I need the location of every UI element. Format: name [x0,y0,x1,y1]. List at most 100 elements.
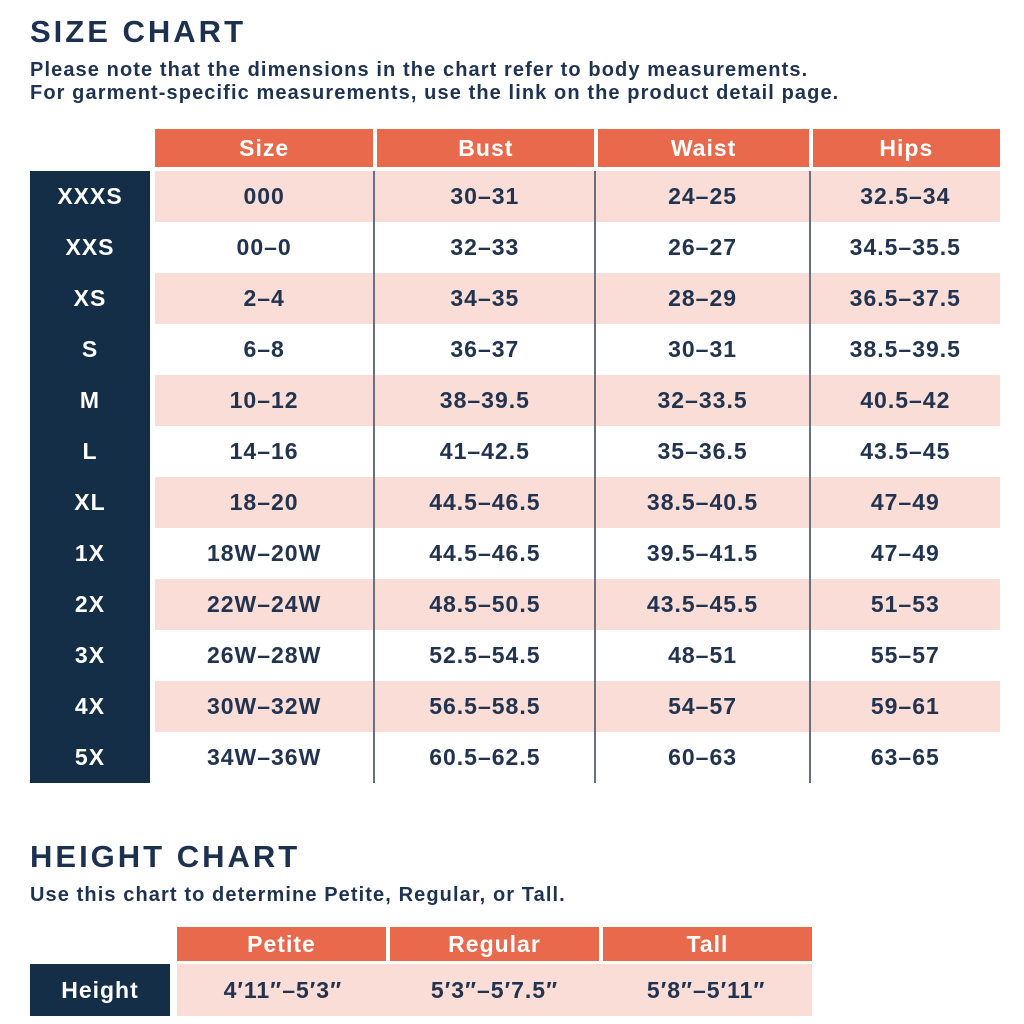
size-table-row: L 14–16 41–42.5 35–36.5 43.5–45 [30,426,1000,477]
size-cell: 39.5–41.5 [594,528,808,579]
size-cell: 32–33 [373,222,594,273]
size-cell: 47–49 [808,528,1000,579]
size-row-label: L [30,426,150,477]
size-row-label: 1X [30,528,150,579]
size-cell: 36.5–37.5 [808,273,1000,324]
size-cell: 34.5–35.5 [808,222,1000,273]
size-cell: 2–4 [243,285,285,311]
size-cell: 43.5–45 [808,426,1000,477]
size-column-header: Bust [373,129,595,167]
size-row-cells: 00–0 32–33 26–27 34.5–35.5 [155,222,1000,273]
size-cell: 18W–20W [206,540,322,566]
size-table-row: 1X 18W–20W 44.5–46.5 39.5–41.5 47–49 [30,528,1000,579]
size-cell: 30W–32W [206,693,322,719]
size-cell: 38.5–40.5 [594,477,808,528]
size-cell: 51–53 [808,579,1000,630]
height-column-header: Tall [599,927,812,961]
size-row-label: XXS [30,222,150,273]
size-cell: 44.5–46.5 [373,528,594,579]
size-chart-note-line-2: For garment-specific measurements, use t… [30,82,840,104]
size-cell: 6–8 [243,336,285,362]
size-row-cells: 34W–36W 60.5–62.5 60–63 63–65 [155,732,1000,783]
height-cell: 4′11″–5′3″ [223,976,343,1003]
size-chart-title: SIZE CHART [30,14,246,49]
size-cell: 32.5–34 [808,171,1000,222]
size-cell: 34–35 [373,273,594,324]
size-row-label: M [30,375,150,426]
size-table-header-row: Size Bust Waist Hips [155,129,1000,167]
size-table-body: XXXS 000 30–31 24–25 32.5–34 XXS 00–0 32–33 26–2… [30,171,1000,783]
size-cell: 30–31 [373,171,594,222]
size-table-row: 5X 34W–36W 60.5–62.5 60–63 63–65 [30,732,1000,783]
size-cell: 59–61 [808,681,1000,732]
size-row-cells: 10–12 38–39.5 32–33.5 40.5–42 [155,375,1000,426]
size-row-cells: 14–16 41–42.5 35–36.5 43.5–45 [155,426,1000,477]
size-table-row: M 10–12 38–39.5 32–33.5 40.5–42 [30,375,1000,426]
height-column-header: Petite [177,927,386,961]
size-cell: 00–0 [236,234,292,260]
size-row-label: 2X [30,579,150,630]
size-cell: 26W–28W [206,642,322,668]
size-cell: 48–51 [594,630,808,681]
size-table-row: XL 18–20 44.5–46.5 38.5–40.5 47–49 [30,477,1000,528]
size-row-label: XS [30,273,150,324]
size-cell: 44.5–46.5 [373,477,594,528]
size-row-label: 5X [30,732,150,783]
size-cell: 41–42.5 [373,426,594,477]
height-chart-title: HEIGHT CHART [30,839,301,874]
size-cell: 000 [243,183,285,209]
size-cell: 32–33.5 [594,375,808,426]
size-cell: 47–49 [808,477,1000,528]
size-cell: 10–12 [229,387,299,413]
size-cell: 38–39.5 [373,375,594,426]
size-row-cells: 30W–32W 56.5–58.5 54–57 59–61 [155,681,1000,732]
size-cell: 52.5–54.5 [373,630,594,681]
height-cell: 5′3″–5′7.5″ [430,976,559,1003]
size-table-row: S 6–8 36–37 30–31 38.5–39.5 [30,324,1000,375]
size-table: Size Bust Waist Hips XXXS 000 30–31 24–25 32.5–… [30,129,1000,783]
size-row-label: 4X [30,681,150,732]
size-cell: 36–37 [373,324,594,375]
size-column-header: Hips [808,129,1000,167]
size-cell: 28–29 [594,273,808,324]
size-cell: 40.5–42 [808,375,1000,426]
size-row-label: XL [30,477,150,528]
height-cell: 5′8″–5′11″ [646,976,766,1003]
size-cell: 60.5–62.5 [373,732,594,783]
height-column-header: Regular [386,927,599,961]
size-cell: 14–16 [229,438,299,464]
size-cell: 34W–36W [206,744,322,770]
size-table-row: 4X 30W–32W 56.5–58.5 54–57 59–61 [30,681,1000,732]
size-table-row: 2X 22W–24W 48.5–50.5 43.5–45.5 51–53 [30,579,1000,630]
size-row-cells: 26W–28W 52.5–54.5 48–51 55–57 [155,630,1000,681]
size-cell: 56.5–58.5 [373,681,594,732]
size-table-row: 3X 26W–28W 52.5–54.5 48–51 55–57 [30,630,1000,681]
size-row-label: S [30,324,150,375]
size-table-row: XXXS 000 30–31 24–25 32.5–34 [30,171,1000,222]
size-cell: 24–25 [594,171,808,222]
size-cell: 26–27 [594,222,808,273]
size-cell: 54–57 [594,681,808,732]
height-table-header-row: Petite Regular Tall [177,927,812,961]
size-row-label: 3X [30,630,150,681]
size-row-cells: 18W–20W 44.5–46.5 39.5–41.5 47–49 [155,528,1000,579]
size-row-cells: 2–4 34–35 28–29 36.5–37.5 [155,273,1000,324]
height-table: Petite Regular Tall Height 4′11″–5′3″ 5′3″–… [30,927,812,1016]
size-row-label: XXXS [30,171,150,222]
height-chart-note: Use this chart to determine Petite, Regu… [30,884,566,906]
size-chart-note: Please note that the dimensions in the c… [30,59,1000,105]
size-cell: 48.5–50.5 [373,579,594,630]
size-cell: 38.5–39.5 [808,324,1000,375]
size-row-cells: 18–20 44.5–46.5 38.5–40.5 47–49 [155,477,1000,528]
size-cell: 35–36.5 [594,426,808,477]
size-row-cells: 000 30–31 24–25 32.5–34 [155,171,1000,222]
size-table-row: XS 2–4 34–35 28–29 36.5–37.5 [30,273,1000,324]
size-table-row: XXS 00–0 32–33 26–27 34.5–35.5 [30,222,1000,273]
height-row-label: Height [30,964,170,1016]
size-cell: 18–20 [229,489,299,515]
size-row-cells: 6–8 36–37 30–31 38.5–39.5 [155,324,1000,375]
size-cell: 22W–24W [206,591,322,617]
height-row-cells: 4′11″–5′3″ 5′3″–5′7.5″ 5′8″–5′11″ [177,964,812,1016]
size-chart-note-line-1: Please note that the dimensions in the c… [30,59,809,81]
